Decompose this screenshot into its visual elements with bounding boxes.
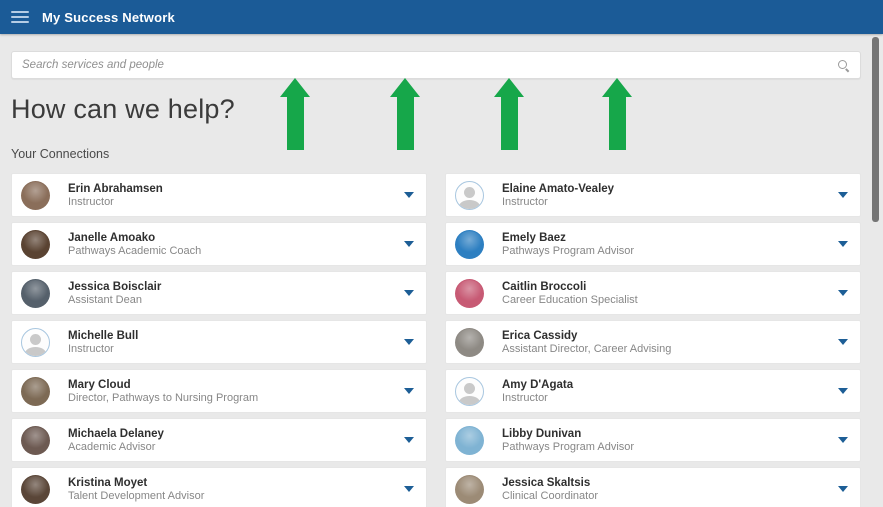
- chevron-down-icon[interactable]: [838, 339, 848, 345]
- connection-title: Pathways Academic Coach: [68, 244, 202, 257]
- search-input[interactable]: [12, 52, 860, 78]
- connection-title: Assistant Director, Career Advising: [502, 342, 672, 355]
- connection-card[interactable]: Erica Cassidy Assistant Director, Career…: [445, 320, 861, 364]
- chevron-down-icon[interactable]: [838, 437, 848, 443]
- avatar: [21, 278, 50, 308]
- connection-card[interactable]: Kristina Moyet Talent Development Adviso…: [11, 467, 427, 507]
- connection-name: Michelle Bull: [68, 329, 139, 342]
- avatar: [455, 278, 484, 308]
- avatar: [455, 180, 484, 210]
- avatar: [455, 229, 484, 259]
- scrollbar-thumb[interactable]: [872, 37, 879, 222]
- chevron-down-icon[interactable]: [404, 437, 414, 443]
- connection-title: Instructor: [502, 195, 548, 208]
- avatar: [455, 376, 484, 406]
- connection-title: Pathways Program Advisor: [502, 440, 635, 453]
- chevron-down-icon[interactable]: [404, 290, 414, 296]
- connection-name: Libby Dunivan: [502, 427, 582, 440]
- hamburger-menu-icon[interactable]: [10, 9, 30, 25]
- connection-name: Caitlin Broccoli: [502, 280, 587, 293]
- connections-grid: Erin Abrahamsen Instructor Janelle Amoak…: [11, 173, 861, 507]
- connection-card[interactable]: Amy D'Agata Instructor: [445, 369, 861, 413]
- connection-name: Erica Cassidy: [502, 329, 578, 342]
- connection-card[interactable]: Jessica Boisclair Assistant Dean: [11, 271, 427, 315]
- connection-name: Janelle Amoako: [68, 231, 156, 244]
- avatar: [21, 180, 50, 210]
- chevron-down-icon[interactable]: [838, 290, 848, 296]
- connection-title: Instructor: [502, 391, 548, 404]
- connection-card[interactable]: Caitlin Broccoli Career Education Specia…: [445, 271, 861, 315]
- connection-card[interactable]: Janelle Amoako Pathways Academic Coach: [11, 222, 427, 266]
- search-icon[interactable]: [837, 59, 850, 72]
- connection-name: Erin Abrahamsen: [68, 182, 163, 195]
- avatar: [21, 376, 50, 406]
- connection-title: Director, Pathways to Nursing Program: [68, 391, 259, 404]
- connection-card[interactable]: Elaine Amato-Vealey Instructor: [445, 173, 861, 217]
- chevron-down-icon[interactable]: [838, 486, 848, 492]
- connection-card[interactable]: Michelle Bull Instructor: [11, 320, 427, 364]
- connection-name: Kristina Moyet: [68, 476, 148, 489]
- chevron-down-icon[interactable]: [404, 339, 414, 345]
- connection-name: Michaela Delaney: [68, 427, 164, 440]
- app-header: My Success Network: [0, 0, 883, 34]
- connection-card[interactable]: Libby Dunivan Pathways Program Advisor: [445, 418, 861, 462]
- connection-title: Academic Advisor: [68, 440, 156, 453]
- chevron-down-icon[interactable]: [838, 192, 848, 198]
- chevron-down-icon[interactable]: [404, 486, 414, 492]
- avatar: [455, 425, 484, 455]
- connection-name: Elaine Amato-Vealey: [502, 182, 615, 195]
- chevron-down-icon[interactable]: [838, 241, 848, 247]
- avatar: [21, 229, 50, 259]
- connection-name: Jessica Boisclair: [68, 280, 162, 293]
- connection-card[interactable]: Emely Baez Pathways Program Advisor: [445, 222, 861, 266]
- chevron-down-icon[interactable]: [838, 388, 848, 394]
- connection-card[interactable]: Jessica Skaltsis Clinical Coordinator: [445, 467, 861, 507]
- connections-heading: Your Connections: [11, 147, 110, 161]
- avatar: [21, 425, 50, 455]
- scrollbar: [870, 34, 883, 507]
- connection-name: Emely Baez: [502, 231, 566, 244]
- avatar: [455, 474, 484, 504]
- page-heading: How can we help?: [11, 94, 235, 124]
- avatar: [21, 474, 50, 504]
- connection-card[interactable]: Michaela Delaney Academic Advisor: [11, 418, 427, 462]
- connections-column-right: Elaine Amato-Vealey Instructor Emely Bae…: [445, 173, 861, 507]
- connection-card[interactable]: Erin Abrahamsen Instructor: [11, 173, 427, 217]
- search-bar: [11, 51, 861, 79]
- connection-title: Assistant Dean: [68, 293, 142, 306]
- connection-title: Talent Development Advisor: [68, 489, 205, 502]
- connection-title: Clinical Coordinator: [502, 489, 598, 502]
- connection-title: Instructor: [68, 195, 114, 208]
- connection-title: Pathways Program Advisor: [502, 244, 635, 257]
- connection-title: Career Education Specialist: [502, 293, 638, 306]
- connection-card[interactable]: Mary Cloud Director, Pathways to Nursing…: [11, 369, 427, 413]
- avatar: [21, 327, 50, 357]
- connection-title: Instructor: [68, 342, 114, 355]
- connection-name: Mary Cloud: [68, 378, 131, 391]
- chevron-down-icon[interactable]: [404, 388, 414, 394]
- main-content: How can we help? Your Connections Erin A…: [0, 34, 883, 507]
- connection-name: Jessica Skaltsis: [502, 476, 591, 489]
- connections-column-left: Erin Abrahamsen Instructor Janelle Amoak…: [11, 173, 427, 507]
- chevron-down-icon[interactable]: [404, 241, 414, 247]
- connection-name: Amy D'Agata: [502, 378, 574, 391]
- avatar: [455, 327, 484, 357]
- app-title: My Success Network: [42, 9, 175, 25]
- chevron-down-icon[interactable]: [404, 192, 414, 198]
